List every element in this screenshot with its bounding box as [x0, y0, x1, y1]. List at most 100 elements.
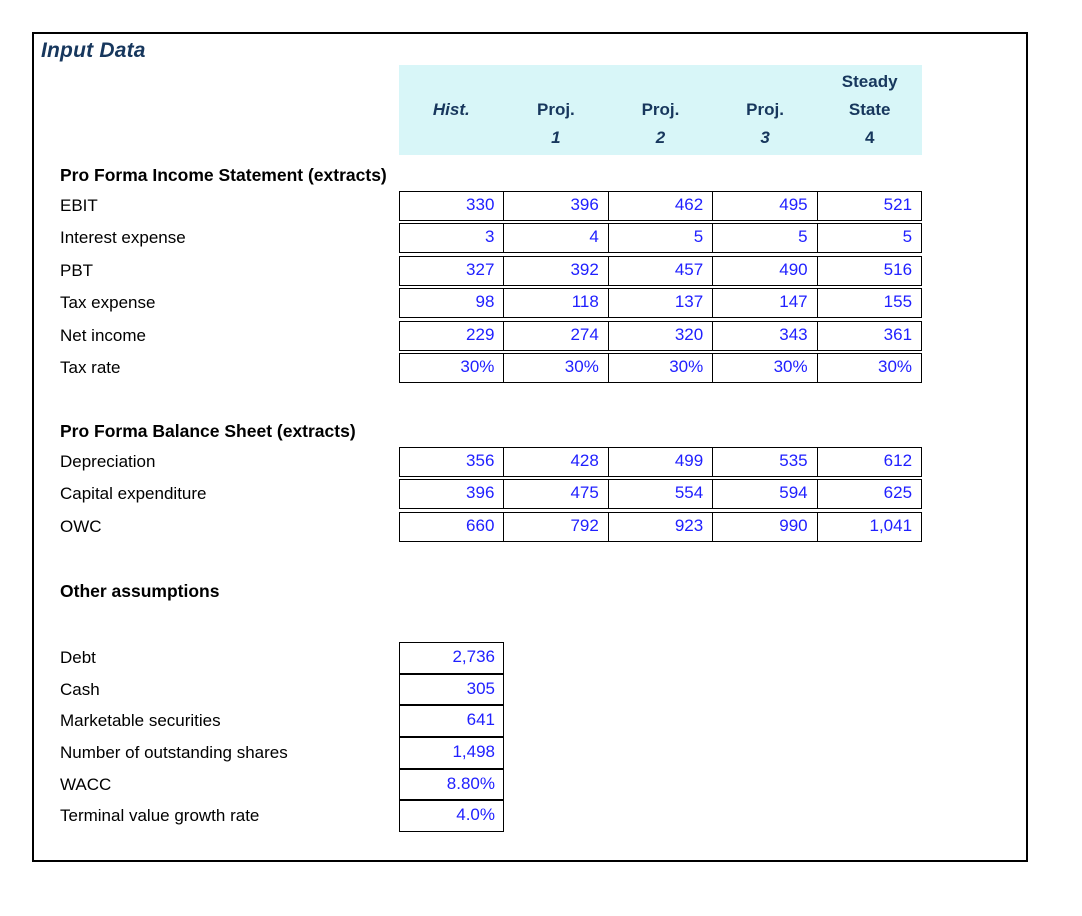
period-top-label: Steady [841, 72, 898, 91]
row-label: Number of outstanding shares [60, 743, 288, 763]
value-cell[interactable]: 923 [607, 512, 712, 541]
value-cell[interactable]: 30% [460, 356, 495, 376]
value-cell[interactable]: 396 [466, 483, 495, 503]
table-row-net-income: Net income 229 274 320 343 361 [60, 320, 922, 351]
row-label: PBT [60, 260, 94, 280]
table-row-outstanding-shares: Number of outstanding shares 1,498 [60, 737, 504, 769]
value-cell[interactable]: 320 [607, 321, 712, 350]
value-cell[interactable]: 4 [503, 224, 607, 253]
page-title: Input Data [41, 39, 146, 62]
value-cell[interactable]: 137 [607, 289, 712, 318]
other-assumptions-table: Debt 2,736 Cash 305 Marketable securitie… [60, 642, 504, 833]
value-cell[interactable]: 428 [503, 448, 607, 476]
table-row-pbt: PBT 327 392 457 490 516 [60, 255, 922, 286]
value-cell[interactable]: 98 [475, 292, 495, 312]
value-cell[interactable]: 361 [816, 321, 921, 350]
table-row-terminal-growth-rate: Terminal value growth rate 4.0% [60, 800, 504, 833]
value-cell[interactable]: 305 [399, 673, 504, 706]
row-label: Marketable securities [60, 711, 221, 731]
row-cells: 396 475 554 594 625 [399, 479, 922, 510]
row-cells: 327 392 457 490 516 [399, 255, 922, 286]
value-cell[interactable]: 554 [607, 480, 712, 509]
row-label: Cash [60, 679, 100, 699]
row-cells: 660 792 923 990 1,041 [399, 511, 922, 542]
row-label: Tax expense [60, 293, 156, 313]
value-cell[interactable]: 594 [712, 480, 816, 509]
period-mid-label: Hist. [432, 100, 470, 119]
other-assumptions-heading: Other assumptions [60, 581, 220, 601]
period-mid-label: Proj. [641, 100, 680, 119]
value-cell[interactable]: 30% [816, 353, 921, 382]
period-column-hist: Hist. [399, 65, 504, 155]
value-cell[interactable]: 990 [712, 512, 816, 541]
row-label: Capital expenditure [60, 484, 207, 504]
period-number-label: 3 [760, 128, 770, 147]
period-number-label: 2 [655, 128, 666, 147]
income-statement-table: EBIT 330 396 462 495 521 Interest expens… [60, 191, 922, 385]
value-cell[interactable]: 660 [466, 515, 495, 535]
value-cell[interactable]: 792 [503, 512, 607, 541]
table-row-tax-rate: Tax rate 30% 30% 30% 30% 30% [60, 352, 922, 383]
value-cell[interactable]: 641 [399, 705, 504, 738]
value-cell[interactable]: 392 [503, 256, 607, 285]
row-label: EBIT [60, 196, 98, 215]
period-number-label: 4 [864, 128, 875, 147]
value-cell[interactable]: 1,498 [399, 737, 504, 769]
balance-sheet-table: Depreciation 356 428 499 535 612 Capital… [60, 447, 922, 544]
value-cell[interactable]: 330 [466, 195, 495, 214]
table-row-capital-expenditure: Capital expenditure 396 475 554 594 625 [60, 479, 922, 510]
value-cell[interactable]: 475 [503, 480, 607, 509]
table-row-interest-expense: Interest expense 3 4 5 5 5 [60, 223, 922, 254]
value-cell[interactable]: 535 [712, 448, 816, 476]
value-cell[interactable]: 462 [607, 192, 712, 220]
row-cells: 30% 30% 30% 30% 30% [399, 352, 922, 383]
value-cell[interactable]: 2,736 [399, 642, 504, 674]
value-cell[interactable]: 396 [503, 192, 607, 220]
value-cell[interactable]: 495 [712, 192, 816, 220]
row-label: Net income [60, 325, 146, 345]
period-mid-label: Proj. [746, 100, 784, 119]
value-cell[interactable]: 1,041 [816, 512, 921, 541]
row-label: WACC [60, 774, 112, 794]
period-header-band: Hist. Proj. 1 Proj. 2 Proj. 3 Steady Sta… [399, 65, 922, 155]
table-row-wacc: WACC 8.80% [60, 768, 504, 801]
value-cell[interactable]: 274 [503, 321, 607, 350]
balance-sheet-heading: Pro Forma Balance Sheet (extracts) [60, 421, 356, 441]
row-label: Terminal value growth rate [60, 806, 260, 826]
value-cell[interactable]: 327 [466, 259, 495, 279]
row-cells: 330 396 462 495 521 [399, 191, 922, 221]
value-cell[interactable]: 457 [607, 256, 712, 285]
value-cell[interactable]: 5 [712, 224, 816, 253]
value-cell[interactable]: 8.80% [399, 768, 504, 801]
value-cell[interactable]: 30% [503, 353, 607, 382]
value-cell[interactable]: 490 [712, 256, 816, 285]
value-cell[interactable]: 30% [607, 353, 712, 382]
value-cell[interactable]: 343 [712, 321, 816, 350]
value-cell[interactable]: 625 [816, 480, 921, 509]
value-cell[interactable]: 229 [466, 324, 495, 344]
input-data-sheet: Input Data Hist. Proj. 1 Proj. 2 Proj. 3… [32, 32, 1028, 862]
value-cell[interactable]: 147 [712, 289, 816, 318]
value-cell[interactable]: 516 [816, 256, 921, 285]
row-cells: 98 118 137 147 155 [399, 288, 922, 319]
row-label: Tax rate [60, 357, 121, 377]
value-cell[interactable]: 4.0% [399, 800, 504, 833]
value-cell[interactable]: 612 [816, 448, 921, 476]
value-cell[interactable]: 499 [607, 448, 712, 476]
value-cell[interactable]: 155 [816, 289, 921, 318]
table-row-tax-expense: Tax expense 98 118 137 147 155 [60, 288, 922, 319]
period-mid-label: State [848, 100, 891, 119]
value-cell[interactable]: 118 [503, 289, 607, 318]
period-column-proj-1: Proj. 1 [504, 65, 609, 155]
table-row-depreciation: Depreciation 356 428 499 535 612 [60, 447, 922, 477]
value-cell[interactable]: 3 [484, 227, 495, 247]
row-label: OWC [60, 516, 102, 536]
value-cell[interactable]: 521 [816, 192, 921, 220]
value-cell[interactable]: 30% [712, 353, 816, 382]
period-column-proj-2: Proj. 2 [608, 65, 713, 155]
value-cell[interactable]: 5 [816, 224, 921, 253]
row-label: Debt [60, 648, 96, 667]
period-column-proj-3: Proj. 3 [713, 65, 818, 155]
value-cell[interactable]: 356 [466, 451, 495, 470]
value-cell[interactable]: 5 [607, 224, 712, 253]
